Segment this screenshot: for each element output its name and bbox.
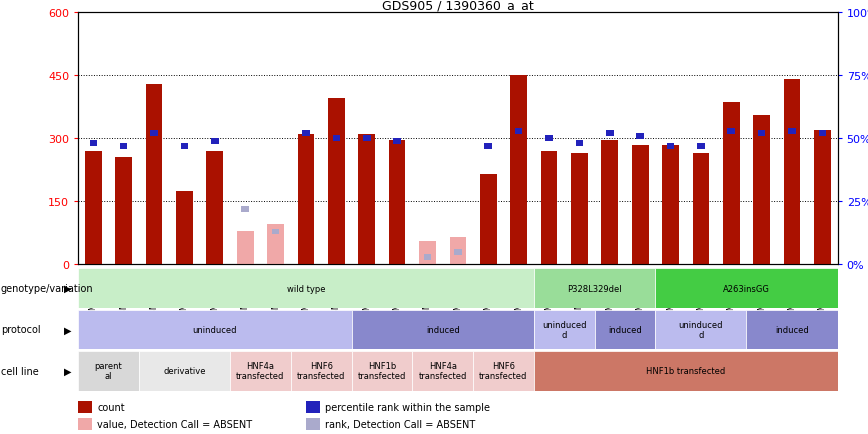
- Bar: [146, 84, 162, 265]
- Bar: [723, 103, 740, 265]
- Bar: [473, 351, 534, 391]
- Bar: [534, 351, 838, 391]
- Bar: [89, 141, 97, 147]
- Text: A263insGG: A263insGG: [723, 284, 770, 293]
- Bar: [352, 351, 412, 391]
- Bar: [480, 174, 496, 265]
- Bar: [727, 128, 735, 134]
- Bar: [632, 145, 648, 265]
- Bar: [819, 131, 826, 137]
- Bar: [655, 310, 746, 349]
- Text: protocol: protocol: [1, 325, 41, 335]
- Bar: [450, 237, 466, 265]
- Bar: [78, 310, 352, 349]
- Bar: [541, 151, 557, 265]
- Bar: [230, 351, 291, 391]
- Text: uninduced
d: uninduced d: [679, 320, 723, 339]
- Text: uninduced: uninduced: [193, 325, 237, 334]
- Bar: [534, 269, 655, 308]
- Bar: [302, 131, 310, 137]
- Bar: [655, 269, 838, 308]
- Bar: [693, 154, 709, 265]
- Text: parent
al: parent al: [95, 361, 122, 381]
- Text: genotype/variation: genotype/variation: [1, 283, 94, 293]
- Bar: [78, 418, 92, 430]
- Text: cell line: cell line: [1, 366, 38, 376]
- Text: HNF4a
transfected: HNF4a transfected: [418, 361, 467, 381]
- Bar: [78, 269, 534, 308]
- Text: ▶: ▶: [63, 366, 71, 376]
- Bar: [510, 76, 527, 265]
- Bar: [575, 141, 583, 147]
- Title: GDS905 / 1390360_a_at: GDS905 / 1390360_a_at: [382, 0, 534, 12]
- Bar: [753, 116, 770, 265]
- Bar: [545, 136, 553, 142]
- Bar: [788, 128, 796, 134]
- Bar: [237, 231, 253, 265]
- Bar: [636, 133, 644, 139]
- Text: value, Detection Call = ABSENT: value, Detection Call = ABSENT: [97, 419, 253, 429]
- Bar: [291, 351, 352, 391]
- Text: ▶: ▶: [63, 283, 71, 293]
- Bar: [571, 154, 588, 265]
- Text: HNF6
transfected: HNF6 transfected: [479, 361, 528, 381]
- Text: HNF6
transfected: HNF6 transfected: [297, 361, 345, 381]
- Text: induced: induced: [775, 325, 809, 334]
- Bar: [352, 310, 534, 349]
- Bar: [662, 145, 679, 265]
- Bar: [272, 229, 279, 235]
- Bar: [78, 351, 139, 391]
- Bar: [746, 310, 838, 349]
- Bar: [412, 351, 473, 391]
- Text: wild type: wild type: [286, 284, 326, 293]
- Bar: [358, 135, 375, 265]
- Text: count: count: [97, 402, 125, 411]
- Bar: [424, 254, 431, 260]
- Text: derivative: derivative: [163, 366, 206, 375]
- Text: induced: induced: [426, 325, 459, 334]
- Bar: [85, 151, 102, 265]
- Bar: [241, 207, 249, 212]
- Bar: [78, 401, 92, 413]
- Bar: [602, 141, 618, 265]
- Bar: [176, 191, 193, 265]
- Bar: [667, 144, 674, 149]
- Bar: [758, 131, 766, 137]
- Bar: [150, 131, 158, 137]
- Bar: [393, 138, 401, 145]
- Bar: [328, 99, 345, 265]
- Text: induced: induced: [608, 325, 641, 334]
- Bar: [332, 136, 340, 142]
- Bar: [298, 135, 314, 265]
- Text: HNF1b
transfected: HNF1b transfected: [358, 361, 406, 381]
- Bar: [515, 128, 523, 134]
- Bar: [814, 131, 831, 265]
- Text: rank, Detection Call = ABSENT: rank, Detection Call = ABSENT: [325, 419, 475, 429]
- Text: HNF1b transfected: HNF1b transfected: [646, 366, 726, 375]
- Bar: [363, 136, 371, 142]
- Bar: [534, 310, 595, 349]
- Bar: [115, 158, 132, 265]
- Bar: [606, 131, 614, 137]
- Bar: [306, 418, 319, 430]
- Bar: [267, 225, 284, 265]
- Bar: [139, 351, 230, 391]
- Bar: [454, 249, 462, 255]
- Bar: [484, 144, 492, 149]
- Bar: [120, 144, 128, 149]
- Bar: [211, 138, 219, 145]
- Bar: [595, 310, 655, 349]
- Text: percentile rank within the sample: percentile rank within the sample: [325, 402, 490, 411]
- Text: uninduced
d: uninduced d: [542, 320, 587, 339]
- Bar: [306, 401, 319, 413]
- Bar: [419, 242, 436, 265]
- Bar: [207, 151, 223, 265]
- Bar: [697, 144, 705, 149]
- Bar: [181, 144, 188, 149]
- Text: HNF4a
transfected: HNF4a transfected: [236, 361, 285, 381]
- Text: P328L329del: P328L329del: [568, 284, 621, 293]
- Bar: [389, 141, 405, 265]
- Text: ▶: ▶: [63, 325, 71, 335]
- Bar: [784, 80, 800, 265]
